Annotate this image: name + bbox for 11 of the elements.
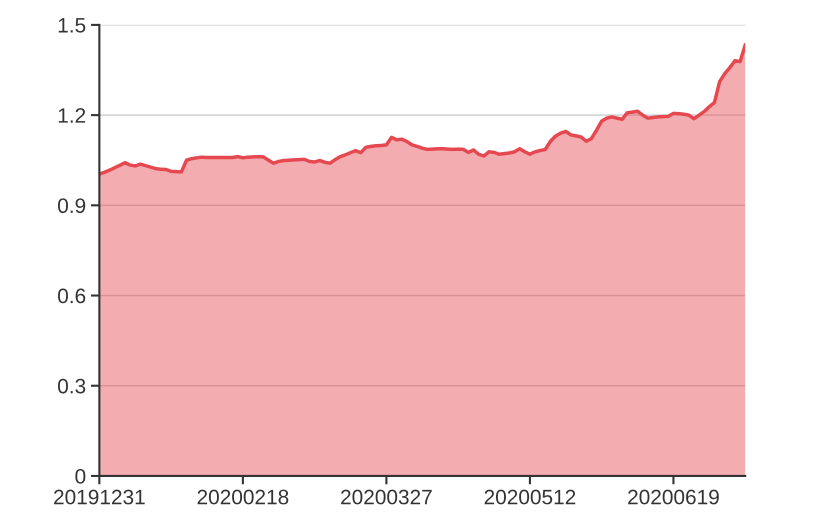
y-tick-label: 0.3 [58,378,86,394]
x-tick-label: 20200218 [198,490,288,504]
x-tick-label: 20191231 [54,490,145,504]
x-tick-label: 20200512 [484,490,576,504]
y-tick-label: 0.6 [58,288,86,304]
x-tick-label: 20200327 [341,490,432,504]
y-tick-label: 1.2 [58,108,86,123]
x-tick-label: 20200619 [628,490,719,504]
y-tick-label: 0.9 [58,198,86,214]
y-tick-label: 1.5 [58,18,86,33]
y-tick-label: 0 [75,468,86,484]
